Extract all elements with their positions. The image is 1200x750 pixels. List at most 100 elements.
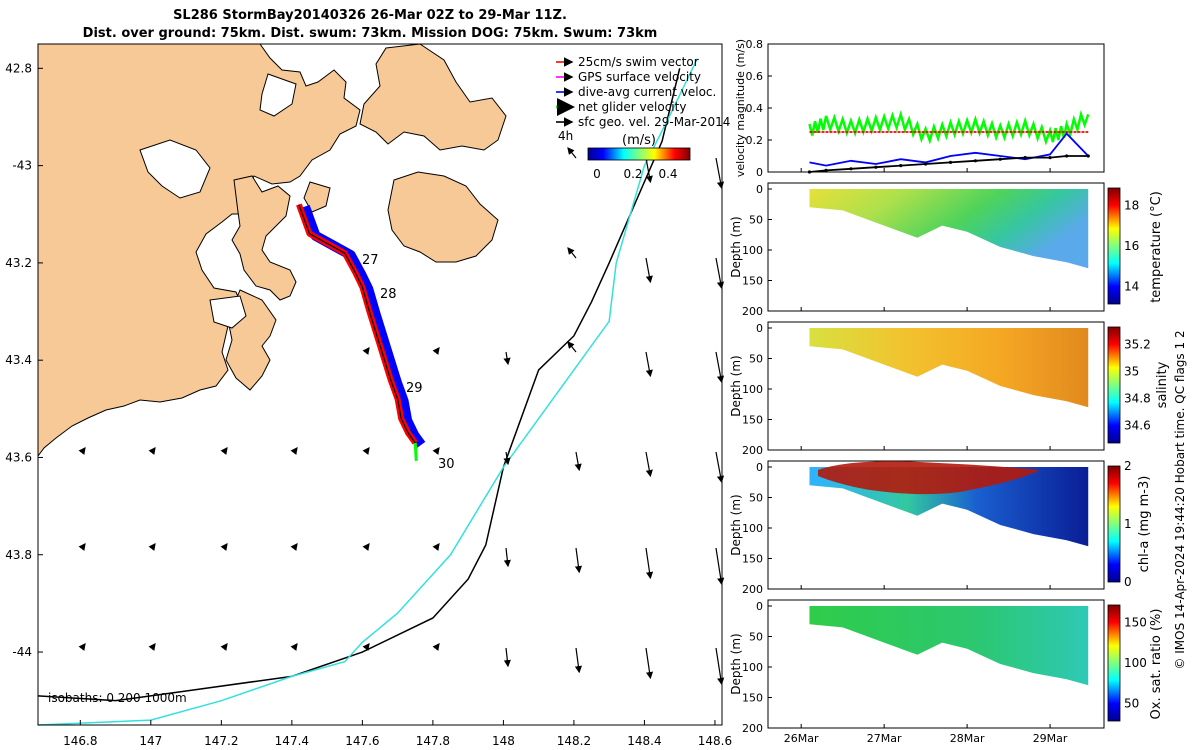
depth-tick-label: 50 — [749, 353, 763, 366]
sfc-velocity-arrow — [362, 447, 370, 455]
map-panel: 146.8 147 147.2 147.4 147.6 147.8 148 148.2 148.… — [5, 43, 732, 748]
map-x-tick-label: 146.8 — [63, 734, 97, 748]
sfc-velocity-arrow — [78, 447, 86, 455]
time-x-ticks: 26Mar 27Mar 28Mar 29Mar — [784, 168, 1068, 745]
sfc-velocity-arrow — [220, 643, 228, 651]
sfc-velocity-arrow — [362, 543, 370, 551]
salinity-section — [809, 328, 1089, 408]
sfc-velocity-arrow — [715, 257, 725, 290]
chart-title-line-1: SL286 StormBay20140326 26-Mar 02Z to 29-… — [173, 8, 567, 23]
speed-colorbar-tick: 0 — [593, 167, 601, 181]
sfc-velocity-arrow — [78, 643, 86, 651]
salinity-colorbar-ticks: 34.6 34.8 35 35.2 — [1124, 337, 1151, 432]
map-x-tick-label: 148.4 — [627, 734, 661, 748]
sfc-velocity-arrow — [567, 247, 577, 259]
speed-colorbar — [587, 147, 691, 161]
speed-colorbar-ticks: 0 0.2 0.4 — [593, 167, 677, 181]
chla-label: chl-a (mg m-3) — [1137, 476, 1152, 573]
colorbar-tick-label: 2 — [1124, 459, 1132, 473]
glider-track — [296, 203, 426, 461]
sfc-velocity-arrow — [645, 351, 653, 378]
colorbar-tick-label: 14 — [1124, 280, 1139, 294]
sfc-velocity-arrow — [645, 157, 653, 184]
map-x-tick-label: 147.8 — [416, 734, 450, 748]
legend-label-sfc: sfc geo. vel. 29-Mar-2014 — [578, 115, 730, 129]
velocity-y-tick-label: 0.2 — [746, 134, 764, 147]
oxygen-colorbar — [1107, 604, 1121, 722]
sfc-velocity-point — [1086, 154, 1090, 158]
oxygen-label: Ox. sat. ratio (%) — [1149, 609, 1164, 720]
sfc-velocity-arrow — [715, 351, 725, 384]
oxygen-colorbar-ticks: 50 100 150 — [1124, 615, 1147, 710]
chla-colorbar — [1107, 465, 1121, 583]
track-day-label: 27 — [362, 253, 379, 268]
colorbar-tick-label: 150 — [1124, 615, 1147, 629]
isobath-1000-line — [37, 58, 698, 726]
chla-panel: 0 50 100 150 200 Depth (m) 0 1 2 chl-a (mg m-3) — [729, 459, 1152, 596]
temperature-panel: 0 50 100 150 200 Depth (m) 14 16 18 temperature… — [729, 182, 1164, 318]
sfc-velocity-arrow — [503, 547, 511, 568]
depth-tick-label: 200 — [742, 305, 763, 318]
chla-surface-maximum — [818, 461, 1040, 495]
depth-axis-label: Depth (m) — [729, 355, 743, 416]
colorbar-tick-label: 34.8 — [1124, 392, 1151, 406]
track-day-labels: 27 28 29 30 — [362, 253, 455, 472]
velocity-y-tick-label: 0.4 — [746, 102, 764, 115]
map-y-tick-label: -43 — [12, 159, 32, 173]
depth-tick-label: 200 — [742, 444, 763, 457]
depth-tick-label: 50 — [749, 214, 763, 227]
map-x-tick-label: 148 — [492, 734, 515, 748]
speed-colorbar-tick: 0.4 — [658, 167, 677, 181]
depth-axis-label: Depth (m) — [729, 633, 743, 694]
sfc-velocity-arrow — [148, 643, 156, 651]
sfc-velocity-point — [874, 165, 878, 169]
time-series-panels: 0 0.2 0.4 0.6 0.8 velocity magnitude (m/s) 0… — [729, 38, 1187, 745]
legend-label-swim: 25cm/s swim vector — [578, 55, 699, 69]
sfc-velocity-point — [924, 162, 928, 166]
depth-axis-label: Depth (m) — [729, 494, 743, 555]
depth-tick-label: 100 — [742, 522, 763, 535]
legend-label-gps: GPS surface velocity — [578, 70, 701, 84]
credit-text: © IMOS 14-Apr-2024 19:44:20 Hobart time.… — [1173, 330, 1187, 669]
depth-tick-label: 0 — [756, 461, 763, 474]
sfc-velocity-arrow — [574, 547, 582, 574]
depth-tick-label: 150 — [742, 553, 763, 566]
chla-colorbar-ticks: 0 1 2 — [1124, 459, 1132, 589]
depth-tick-label: 0 — [756, 183, 763, 196]
map-y-tick-label: -44 — [12, 645, 32, 659]
depth-tick-label: 150 — [742, 414, 763, 427]
sfc-velocity-arrow — [503, 647, 511, 668]
temperature-colorbar-ticks: 14 16 18 — [1124, 198, 1139, 293]
time-x-tick-label: 26Mar — [784, 732, 819, 745]
velocity-series-dive_avg — [809, 132, 1089, 167]
chart-title-line-2: Dist. over ground: 75km. Dist. swum: 73k… — [82, 26, 658, 41]
map-y-tick-label: 42.8 — [5, 61, 32, 75]
sfc-velocity-point — [1048, 156, 1052, 160]
sfc-velocity-arrow — [715, 451, 725, 484]
depth-tick-label: 150 — [742, 692, 763, 705]
sfc-velocity-arrow — [567, 341, 577, 353]
map-y-tick-label: 43.8 — [5, 548, 32, 562]
sfc-velocity-arrow — [574, 451, 582, 472]
colorbar-tick-label: 35.2 — [1124, 337, 1151, 351]
sfc-velocity-point — [973, 159, 978, 163]
salinity-label: salinity — [1155, 361, 1170, 408]
colorbar-tick-label: 1 — [1124, 517, 1132, 531]
sfc-velocity-point — [824, 168, 828, 172]
time-x-tick-label: 29Mar — [1033, 732, 1068, 745]
oxygen-panel: 0 50 100 150 200 Depth (m) 50 100 150 Ox. sat. … — [729, 599, 1164, 735]
sfc-velocity-arrow — [715, 157, 725, 190]
map-y-tick-label: 43.6 — [5, 450, 32, 464]
sfc-velocity-arrow — [290, 543, 298, 551]
sfc-velocity-arrow — [503, 451, 511, 466]
sfc-velocity-point — [849, 167, 853, 171]
legend-label-net: net glider velocity — [578, 100, 686, 114]
speed-colorbar-tick: 0.2 — [623, 167, 642, 181]
map-x-tick-label: 147.4 — [275, 734, 309, 748]
colorbar-tick-label: 34.6 — [1124, 419, 1151, 433]
isobath-200-line — [37, 68, 681, 702]
depth-tick-label: 200 — [742, 722, 763, 735]
sfc-velocity-point — [1023, 156, 1027, 160]
